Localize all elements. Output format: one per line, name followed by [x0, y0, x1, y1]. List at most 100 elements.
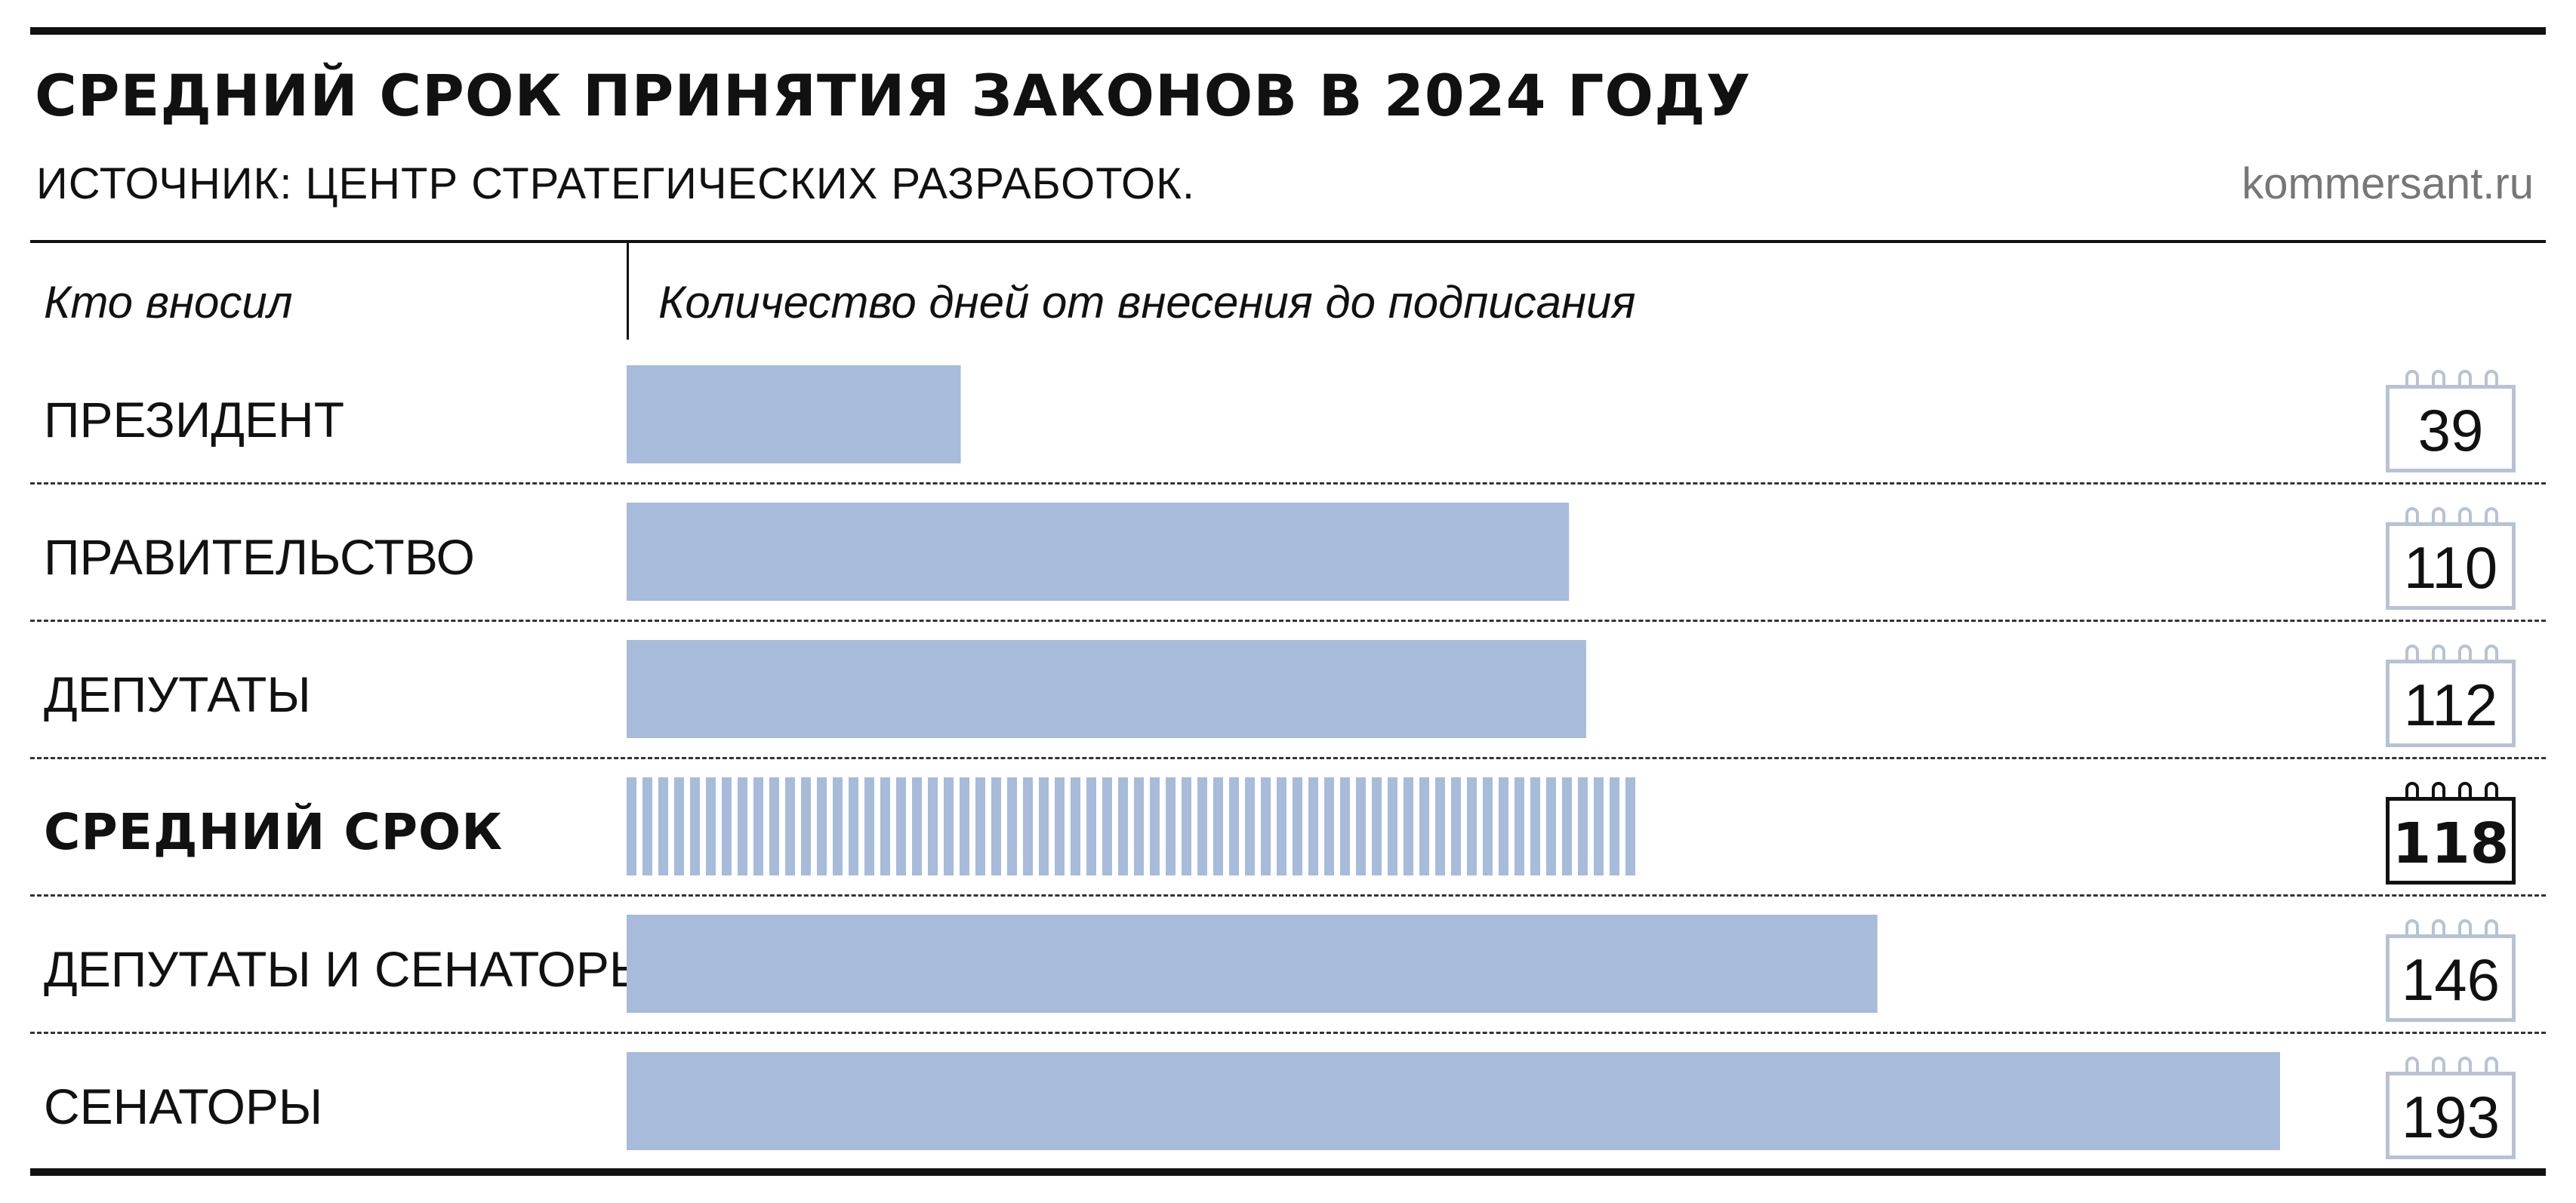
chart-row: СРЕДНИЙ СРОК 118	[30, 758, 2546, 897]
bar-stripe	[975, 777, 985, 875]
value-label: 39	[2417, 397, 2484, 463]
category-label: ДЕПУТАТЫ И СЕНАТОРЫ	[44, 941, 654, 997]
bar-stripe	[769, 777, 779, 875]
bar-stripe	[1562, 777, 1572, 875]
chart-row: СЕНАТОРЫ 193	[30, 1032, 2546, 1170]
bar	[627, 915, 1878, 1013]
bar-stripe	[991, 777, 1001, 875]
bar	[627, 1052, 2280, 1150]
calendar-rings-icon	[2405, 370, 2498, 389]
calendar-value-badge: 193	[2386, 1057, 2516, 1159]
site-credit: kommersant.ru	[2242, 159, 2534, 208]
row-divider	[30, 894, 2546, 897]
bar-stripe	[706, 777, 716, 875]
calendar-value-badge: 39	[2386, 370, 2516, 472]
bar-stripe	[1308, 777, 1318, 875]
bar-stripe	[1388, 777, 1397, 875]
chart-title: СРЕДНИЙ СРОК ПРИНЯТИЯ ЗАКОНОВ В 2024 ГОД…	[35, 62, 1752, 129]
category-label: ДЕПУТАТЫ	[44, 666, 311, 722]
calendar-value-badge: 146	[2386, 919, 2516, 1022]
bar-stripe	[1213, 777, 1223, 875]
bar-stripe	[1023, 777, 1033, 875]
column-header-who: Кто вносил	[44, 277, 293, 328]
bar-stripe	[722, 777, 732, 875]
column-separator	[627, 243, 629, 340]
bar-stripe	[1610, 777, 1619, 875]
bar-stripe	[928, 777, 938, 875]
bar-stripe	[1118, 777, 1128, 875]
bar-stripe	[1467, 777, 1477, 875]
calendar-value-badge: 110	[2386, 507, 2516, 610]
bar-stripe	[1356, 777, 1366, 875]
row-divider	[30, 757, 2546, 759]
bar-stripe	[1625, 777, 1635, 875]
bar-stripe	[880, 777, 890, 875]
bar-stripe	[944, 777, 954, 875]
bar-stripe	[1372, 777, 1382, 875]
bar-stripe	[1404, 777, 1413, 875]
bar-stripe	[1578, 777, 1588, 875]
chart-row: ПРАВИТЕЛЬСТВО 110	[30, 483, 2546, 622]
bar-stripe	[1197, 777, 1207, 875]
bar-stripe	[1261, 777, 1271, 875]
bar-stripe	[1419, 777, 1429, 875]
bar-stripe	[738, 777, 747, 875]
calendar-rings-icon	[2405, 919, 2498, 938]
bar-stripe	[1546, 777, 1556, 875]
bar-stripe	[674, 777, 684, 875]
bar-stripe	[1514, 777, 1524, 875]
bar-stripe	[1134, 777, 1144, 875]
category-label: ПРАВИТЕЛЬСТВО	[44, 529, 475, 585]
value-label: 110	[2403, 534, 2498, 601]
calendar-rings-icon	[2405, 782, 2498, 801]
bar-stripe	[1245, 777, 1255, 875]
bar-stripe	[1435, 777, 1445, 875]
bar-stripe	[1483, 777, 1493, 875]
bottom-rule	[30, 1168, 2546, 1176]
top-rule	[30, 27, 2546, 35]
bar-stripe	[1229, 777, 1239, 875]
bar-stripe	[801, 777, 811, 875]
value-label: 112	[2403, 672, 2498, 738]
bar-stripe	[658, 777, 668, 875]
bar-average-striped	[627, 777, 1635, 875]
bar-stripe	[912, 777, 922, 875]
bar-stripe	[1340, 777, 1350, 875]
calendar-rings-icon	[2405, 507, 2498, 526]
header-rule	[30, 240, 2546, 243]
bar-stripe	[785, 777, 795, 875]
bar-stripe	[1150, 777, 1160, 875]
category-label: СЕНАТОРЫ	[44, 1078, 323, 1134]
bar-stripe	[849, 777, 858, 875]
calendar-rings-icon	[2405, 1057, 2498, 1075]
bar-stripe	[1071, 777, 1080, 875]
bar-stripe	[1277, 777, 1286, 875]
row-divider	[30, 1032, 2546, 1034]
bar	[627, 640, 1586, 738]
bar-stripe	[690, 777, 700, 875]
bar-stripe	[864, 777, 874, 875]
bar-stripe	[1324, 777, 1334, 875]
bar-stripe	[627, 777, 636, 875]
calendar-rings-icon	[2405, 645, 2498, 663]
bar-stripe	[642, 777, 652, 875]
bar-stripe	[1451, 777, 1461, 875]
bar-stripe	[1594, 777, 1604, 875]
category-label: ПРЕЗИДЕНТ	[44, 392, 345, 448]
chart-row: ПРЕЗИДЕНТ 39	[30, 346, 2546, 485]
source-note: ИСТОЧНИК: ЦЕНТР СТРАТЕГИЧЕСКИХ РАЗРАБОТО…	[36, 159, 1196, 208]
chart-row: ДЕПУТАТЫ 112	[30, 620, 2546, 759]
bar	[627, 365, 961, 463]
calendar-value-badge: 112	[2386, 645, 2516, 747]
value-label: 118	[2392, 811, 2510, 876]
bar-stripe	[1293, 777, 1302, 875]
bar-stripe	[1007, 777, 1017, 875]
bar	[627, 503, 1570, 601]
bar-stripe	[1499, 777, 1508, 875]
bar-stripe	[1039, 777, 1049, 875]
bar-stripe	[1055, 777, 1065, 875]
bar-stripe	[1182, 777, 1191, 875]
row-divider	[30, 620, 2546, 622]
row-divider	[30, 482, 2546, 485]
